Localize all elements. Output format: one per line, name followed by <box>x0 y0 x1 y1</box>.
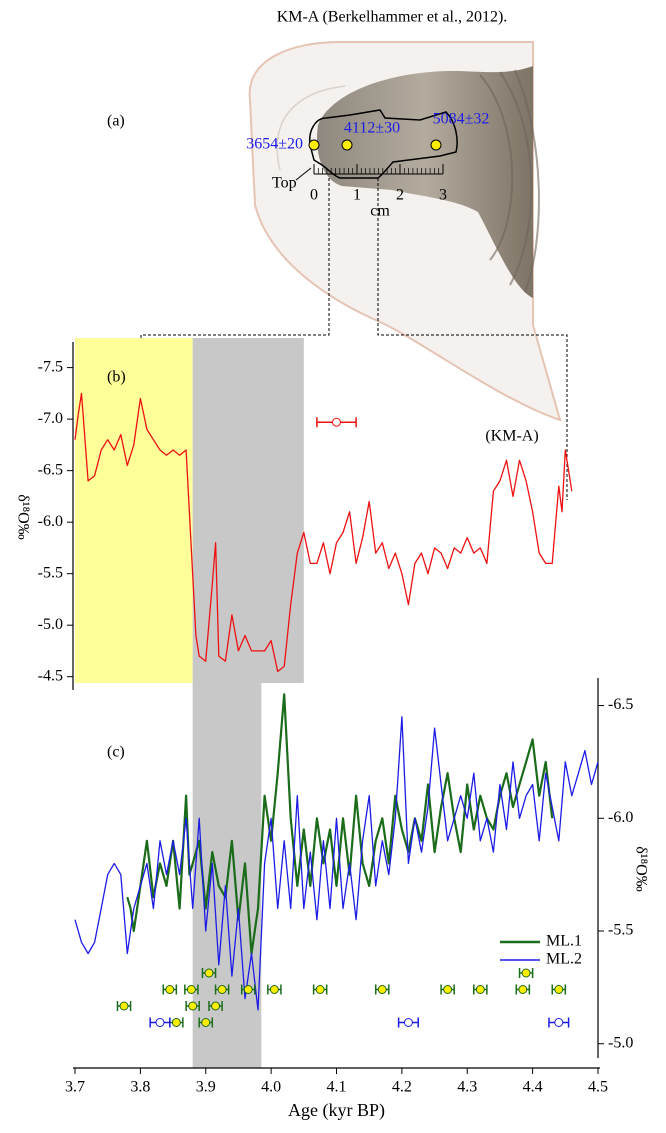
top-arrow <box>295 167 312 181</box>
scale-bar: 0 1 2 3 <box>310 164 447 204</box>
stalagmite-core <box>317 66 533 298</box>
series-line <box>74 716 599 1011</box>
x-tick-label: 4.3 <box>457 1079 477 1096</box>
date-point <box>518 985 528 994</box>
date-point <box>165 985 175 994</box>
panel-label: (c) <box>107 744 125 761</box>
x-axis-label: Age (kyr BP) <box>288 1100 385 1121</box>
y-tick-label: -6.0 <box>608 809 633 826</box>
date-point <box>475 985 485 994</box>
date-label: 4112±30 <box>344 120 400 137</box>
date-label: 3654±20 <box>246 136 303 153</box>
y-axis-label: δ¹⁸O‰ <box>14 494 31 539</box>
date-label: 5084±32 <box>433 111 490 128</box>
date-point <box>308 139 320 151</box>
date-point <box>204 968 214 978</box>
scale-label: 2 <box>396 187 404 204</box>
y-tick-label: -5.5 <box>38 564 63 581</box>
date-point <box>377 985 387 994</box>
y-tick-label: -6.5 <box>38 461 63 478</box>
date-point <box>201 1018 211 1027</box>
date-point <box>341 139 353 151</box>
top-label: Top <box>272 175 297 192</box>
y-tick-label: -5.5 <box>608 922 633 939</box>
legend-label: ML.1 <box>546 933 582 950</box>
date-point <box>315 985 325 994</box>
series-label: (KM-A) <box>485 428 538 445</box>
y-tick-label: -5.0 <box>38 616 63 633</box>
x-tick-label: 4.4 <box>523 1079 543 1096</box>
x-tick-label: 3.9 <box>196 1079 216 1096</box>
series-line <box>74 392 573 673</box>
shaded-interval <box>75 338 193 683</box>
scale-label: 0 <box>310 187 318 204</box>
date-point <box>403 1018 413 1027</box>
date-point <box>171 1018 181 1027</box>
shaded-interval <box>192 338 304 683</box>
sample-outline <box>308 109 458 179</box>
scale-label: 1 <box>353 187 361 204</box>
date-point <box>269 985 279 994</box>
x-tick-label: 4.2 <box>392 1079 412 1096</box>
date-point <box>155 1018 165 1027</box>
photo-title: KM-A (Berkelhammer et al., 2012). <box>277 9 508 26</box>
y-tick-label: -4.5 <box>38 667 63 684</box>
x-tick-label: 3.8 <box>130 1079 150 1096</box>
y-tick-label: -7.5 <box>38 358 63 375</box>
panel-label: (a) <box>107 113 125 130</box>
date-point <box>119 1001 129 1011</box>
date-point <box>430 139 442 151</box>
y-tick-label: -6.5 <box>608 696 633 713</box>
y-tick-label: -5.0 <box>608 1034 633 1051</box>
y-axis-label: δ¹⁸O‰ <box>632 846 649 891</box>
x-tick-label: 4.1 <box>327 1079 347 1096</box>
connector <box>377 178 568 500</box>
x-tick-label: 4.5 <box>588 1079 608 1096</box>
panel-label: (b) <box>107 369 126 386</box>
layers <box>479 69 540 293</box>
scale-label: 3 <box>439 187 447 204</box>
date-point <box>554 1018 564 1027</box>
date-point <box>186 985 196 994</box>
age-point <box>332 417 341 427</box>
y-tick-label: -6.0 <box>38 513 63 530</box>
date-point <box>211 1001 221 1011</box>
plots: -7.5 -7.0 -6.5 -6.0 -5.5 -5.0 -4.5 δ¹⁸O‰ (b) (KM-… <box>14 338 649 1121</box>
date-point <box>188 1001 198 1011</box>
date-point <box>554 985 564 994</box>
date-point <box>243 985 253 994</box>
date-point <box>521 968 531 978</box>
date-point <box>217 985 227 994</box>
growth-line <box>276 85 346 171</box>
legend-label: ML.2 <box>546 951 582 968</box>
scale-unit: cm <box>370 203 390 220</box>
y-tick-label: -7.0 <box>38 410 63 427</box>
x-tick-label: 3.7 <box>65 1079 85 1096</box>
x-tick-label: 4.0 <box>261 1079 281 1096</box>
date-point <box>443 985 453 994</box>
